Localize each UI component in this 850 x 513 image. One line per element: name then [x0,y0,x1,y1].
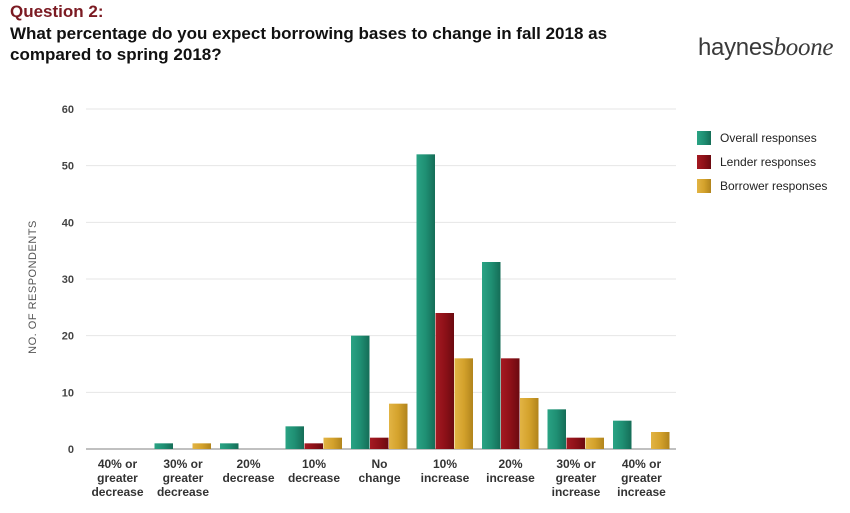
x-category-label: 40% or greater increase [617,457,666,499]
y-tick-label: 50 [62,161,74,173]
y-tick-label: 30 [62,274,74,286]
y-tick-label: 0 [68,444,74,456]
bar-borrower-responses-4 [389,403,408,449]
y-tick-label: 20 [62,331,74,343]
legend-label-0: Overall responses [720,131,817,145]
bar-lender-responses-5 [435,313,454,449]
x-category-label: 10% increase [421,457,470,485]
x-category-label: 30% or greater increase [552,457,601,499]
bar-lender-responses-7 [566,437,585,449]
x-category-label: 20% increase [486,457,535,485]
bar-overall-responses-1 [154,443,173,449]
legend-label-1: Lender responses [720,155,816,169]
y-axis-label: NO. OF RESPONDENTS [27,220,39,354]
x-category-label: 20% decrease [222,457,274,485]
bar-overall-responses-8 [613,420,632,449]
x-category-label: 40% or greater decrease [91,457,143,499]
bar-overall-responses-2 [220,443,239,449]
legend-swatch-1 [697,155,711,169]
grid-layer [86,108,676,450]
legend-swatch-0 [697,131,711,145]
bar-layer [154,154,670,450]
legend-label-2: Borrower responses [720,179,827,193]
bar-borrower-responses-3 [323,437,342,449]
bar-borrower-responses-8 [651,432,670,449]
bar-borrower-responses-5 [454,358,473,449]
bar-borrower-responses-6 [520,398,539,449]
bar-borrower-responses-7 [585,437,604,449]
x-category-label: 10% decrease [288,457,340,485]
label-layer: 0 10 20 30 40 50 60 NO. OF RESPONDENTS 40% or gre… [27,104,666,499]
y-tick-label: 60 [62,104,74,116]
bar-overall-responses-7 [547,409,566,449]
bar-borrower-responses-1 [192,443,211,449]
bar-lender-responses-3 [304,443,323,449]
haynesboone-logo: haynesboone [698,34,834,62]
legend-swatch-2 [697,179,711,193]
bar-overall-responses-3 [285,426,304,449]
bar-overall-responses-6 [482,262,501,449]
x-category-label: 30% or greater decrease [157,457,209,499]
question-number: Question 2: [10,2,104,21]
bar-lender-responses-6 [501,358,520,449]
y-tick-label: 10 [62,387,74,399]
bar-overall-responses-5 [416,154,435,450]
x-category-label: No change [358,457,400,485]
legend: Overall responses Lender responses Borrowe… [697,131,827,193]
logo-regular-text: haynes [698,34,774,61]
logo-italic-text: boone [773,34,834,61]
y-tick-label: 40 [62,217,74,229]
question-text: What percentage do you expect borrowing … [10,24,608,64]
bar-lender-responses-4 [370,437,389,449]
bar-overall-responses-4 [351,335,370,449]
